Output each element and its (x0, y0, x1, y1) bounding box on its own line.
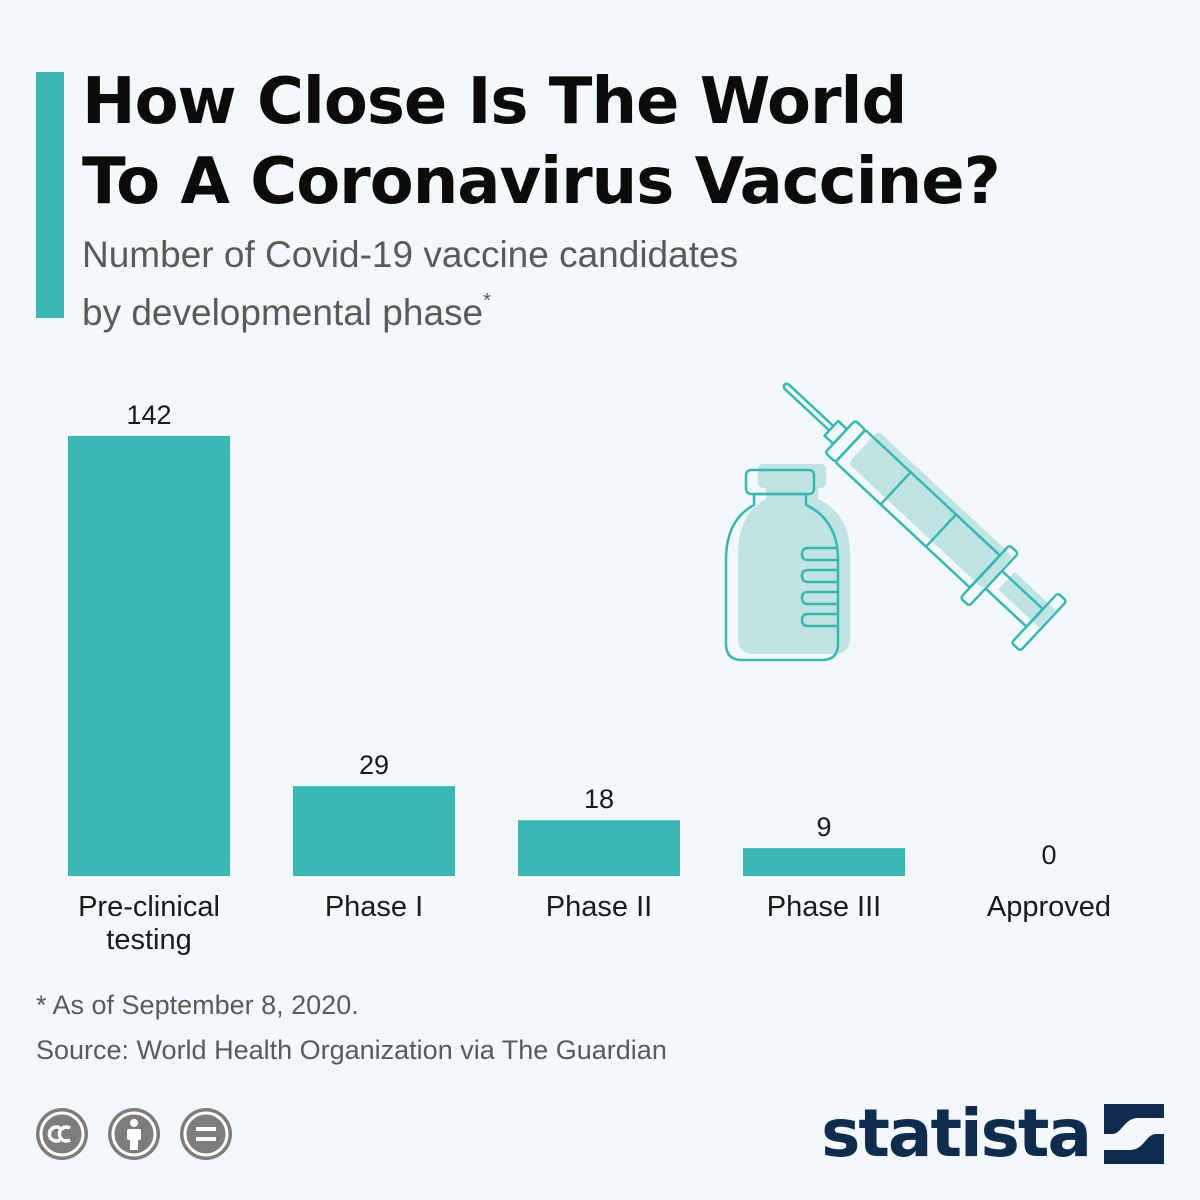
brand-wordmark: statista (821, 1095, 1092, 1172)
statista-logo: statista (821, 1098, 1164, 1170)
subtitle-footnote-marker: * (483, 290, 491, 312)
category-label-0-line-1: testing (106, 924, 191, 956)
value-label-2: 18 (584, 784, 614, 814)
value-label-3: 9 (816, 812, 831, 842)
syringe-icon (782, 382, 1067, 651)
chart-subtitle-line-2-text: by developmental phase (82, 292, 484, 333)
chart-title: How Close Is The World To A Coronavirus … (82, 62, 1142, 222)
category-label-2-line-0: Phase II (546, 891, 652, 923)
chart-title-line-2: To A Coronavirus Vaccine? (82, 145, 1001, 219)
no-derivatives-equals-icon (180, 1108, 232, 1160)
value-label-1: 29 (359, 750, 389, 780)
statista-mark-icon (1104, 1104, 1164, 1164)
chart-subtitle-line-1: Number of Covid-19 vaccine candidates (82, 234, 739, 275)
category-label-0-line-0: Pre-clinical (78, 891, 220, 923)
bar-1 (293, 786, 455, 876)
category-label-1-line-0: Phase I (325, 891, 423, 923)
vial-icon (724, 464, 850, 662)
creative-commons-icon (36, 1108, 88, 1160)
source-note: Source: World Health Organization via Th… (36, 1035, 667, 1065)
footnote-date: * As of September 8, 2020. (36, 990, 359, 1020)
value-labels-group: 142 29 18 9 0 (126, 400, 1056, 870)
title-accent-bar (36, 72, 64, 318)
value-label-4: 0 (1041, 840, 1056, 870)
bar-0 (68, 436, 230, 876)
bars-group (68, 436, 905, 876)
bar-3 (743, 848, 905, 876)
chart-subtitle: Number of Covid-19 vaccine candidates by… (82, 232, 902, 336)
value-label-0: 142 (126, 400, 171, 430)
bar-2 (518, 820, 680, 876)
category-label-4-line-0: Approved (987, 891, 1111, 923)
chart-subtitle-line-2: by developmental phase* (82, 278, 902, 336)
attribution-person-icon (108, 1108, 160, 1160)
vaccine-illustration (724, 382, 1067, 662)
category-label-3-line-0: Phase III (767, 891, 881, 923)
chart-title-line-1: How Close Is The World (82, 65, 907, 139)
